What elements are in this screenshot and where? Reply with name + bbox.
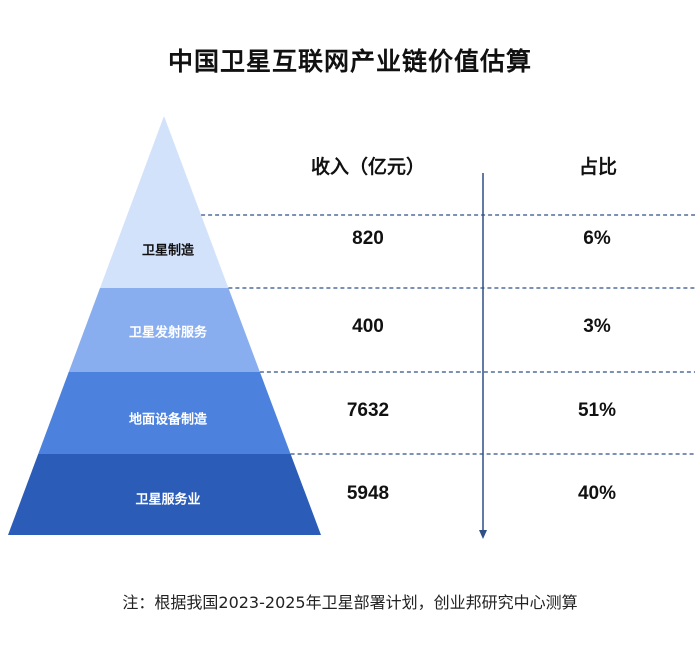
pyramid-layer (100, 116, 229, 288)
revenue-value: 5948 (347, 483, 389, 504)
share-value: 3% (583, 316, 611, 337)
revenue-value: 400 (352, 316, 384, 337)
pyramid-layer (8, 454, 321, 535)
pyramid-layer-label: 卫星制造 (142, 243, 195, 259)
pyramid-layer (68, 288, 260, 372)
share-value: 51% (578, 400, 616, 421)
chart-title: 中国卫星互联网产业链价值估算 (167, 47, 532, 76)
pyramid-layer-label: 卫星发射服务 (129, 325, 208, 341)
share-value: 6% (583, 228, 611, 249)
pyramid-layer-label: 地面设备制造 (129, 412, 208, 428)
pyramid-layer (38, 372, 291, 454)
share-column-header: 占比 (578, 156, 618, 178)
source-note: 注：根据我国2023-2025年卫星部署计划，创业邦研究中心测算 (122, 593, 578, 612)
pyramid-layer-label: 卫星服务业 (135, 492, 200, 508)
arrow-down-icon (479, 530, 487, 539)
revenue-value: 7632 (347, 400, 389, 421)
revenue-value: 820 (352, 228, 384, 249)
revenue-column-header: 收入（亿元） (310, 156, 426, 178)
share-value: 40% (578, 483, 616, 504)
